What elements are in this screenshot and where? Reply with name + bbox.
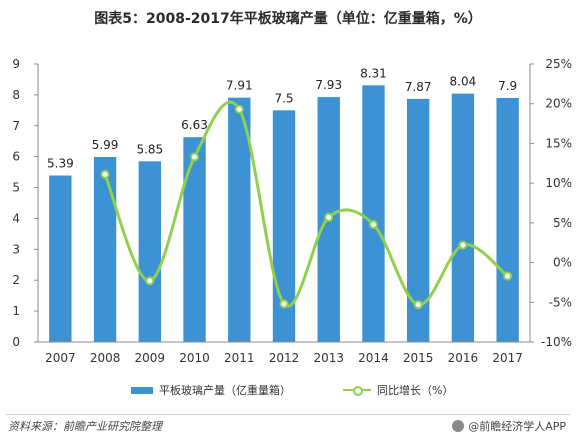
- bar-value-label-2007: 5.39: [47, 157, 74, 171]
- bar-2017: [496, 97, 519, 342]
- bar-2012: [272, 110, 296, 342]
- y-right-tick-label-20%: 20%: [545, 97, 572, 111]
- bar-2008: [93, 156, 117, 342]
- y-left-tick-label-7: 7: [12, 119, 20, 133]
- bar-2016: [451, 93, 475, 342]
- brand-text: @前瞻经济学人APP: [468, 420, 566, 433]
- y-right-tick-label-10%: 10%: [545, 176, 572, 190]
- growth-point-2012: [279, 299, 289, 309]
- y-right-tick-label-5%: 5%: [553, 216, 572, 230]
- bar-2009: [138, 161, 161, 342]
- y-right-tick-label-15%: 15%: [545, 136, 572, 150]
- legend-item-bar: 平板玻璃产量（亿重量箱）: [131, 382, 291, 398]
- x-tick-label-2011: 2011: [224, 351, 255, 365]
- bar-value-label-2010: 6.63: [181, 118, 208, 132]
- brand-credit: @前瞻经济学人APP: [452, 418, 566, 434]
- bar-2014: [362, 85, 385, 343]
- y-left-tick-label-6: 6: [12, 150, 20, 164]
- y-left-tick-label-5: 5: [12, 181, 20, 195]
- bar-value-label-2011: 7.91: [226, 79, 253, 93]
- x-tick-label-2012: 2012: [269, 351, 300, 365]
- x-tick-label-2014: 2014: [358, 351, 389, 365]
- bar-2010: [183, 137, 206, 342]
- x-tick-label-2008: 2008: [90, 351, 121, 365]
- growth-point-2014: [368, 219, 378, 229]
- legend-swatch-line: [343, 384, 371, 396]
- chart-title: 图表5：2008-2017年平板玻璃产量（单位：亿重量箱，%）: [94, 11, 482, 27]
- y-left-tick-label-9: 9: [12, 57, 20, 71]
- y-left-tick-label-3: 3: [12, 242, 20, 256]
- growth-point-2008: [100, 169, 110, 179]
- y-left-tick-label-4: 4: [12, 211, 20, 225]
- growth-point-2013: [324, 212, 334, 222]
- y-right-tick-label-0%: 0%: [553, 256, 572, 270]
- line-layer: [100, 100, 513, 310]
- axis-layer: 0 1 2 3 4 5 6 7 8 9 -10% -5% 0% 5% 10% 15% 20% 25% 2007 200…: [12, 57, 572, 365]
- x-tick-label-2017: 2017: [492, 351, 523, 365]
- growth-point-2015: [413, 300, 423, 310]
- footer-divider: [6, 414, 570, 415]
- x-tick-label-2016: 2016: [448, 351, 479, 365]
- growth-point-2009: [145, 276, 155, 286]
- chart-legend: 平板玻璃产量（亿重量箱） 同比增长（%）: [0, 380, 576, 400]
- legend-label-bar: 平板玻璃产量（亿重量箱）: [159, 384, 291, 397]
- bar-2011: [228, 97, 251, 343]
- bar-value-label-2015: 7.87: [405, 80, 432, 94]
- y-right-tick-label--10%: -10%: [541, 335, 572, 349]
- growth-line: [103, 100, 509, 308]
- bar-value-label-2014: 8.31: [360, 66, 387, 80]
- x-tick-label-2013: 2013: [313, 351, 344, 365]
- x-tick-label-2010: 2010: [179, 351, 210, 365]
- bar-value-label-2016: 8.04: [450, 75, 477, 89]
- y-left-tick-label-2: 2: [12, 273, 20, 287]
- growth-point-2011: [234, 104, 244, 114]
- y-left-tick-label-0: 0: [12, 335, 20, 349]
- legend-item-line: 同比增长（%）: [343, 382, 453, 398]
- legend-swatch-bar: [131, 386, 153, 394]
- bar-value-label-2008: 5.99: [92, 138, 119, 152]
- y-left-tick-label-1: 1: [12, 304, 20, 318]
- y-right-tick-label-25%: 25%: [545, 57, 572, 71]
- bar-value-label-2009: 5.85: [136, 142, 163, 156]
- bar-2007: [49, 175, 72, 342]
- x-tick-label-2009: 2009: [135, 351, 166, 365]
- brand-logo-icon: [452, 420, 465, 432]
- growth-point-2017: [503, 271, 513, 281]
- growth-point-2010: [190, 152, 200, 162]
- y-right-tick-label--5%: -5%: [549, 295, 572, 309]
- bar-value-label-2013: 7.93: [315, 78, 342, 92]
- bar-value-label-2017: 7.9: [498, 79, 517, 93]
- y-left-tick-label-8: 8: [12, 88, 20, 102]
- source-note: 资料来源：前瞻产业研究院整理: [8, 420, 162, 433]
- bar-value-label-2012: 7.5: [274, 91, 293, 105]
- chart-canvas: 5.395.99 5.856.637.917.57.938.317.87 8.04 7…: [12, 57, 572, 365]
- x-tick-label-2007: 2007: [45, 351, 76, 365]
- legend-label-line: 同比增长（%）: [377, 384, 454, 397]
- bar-2015: [407, 98, 430, 342]
- growth-point-2016: [458, 240, 468, 250]
- x-tick-label-2015: 2015: [403, 351, 434, 365]
